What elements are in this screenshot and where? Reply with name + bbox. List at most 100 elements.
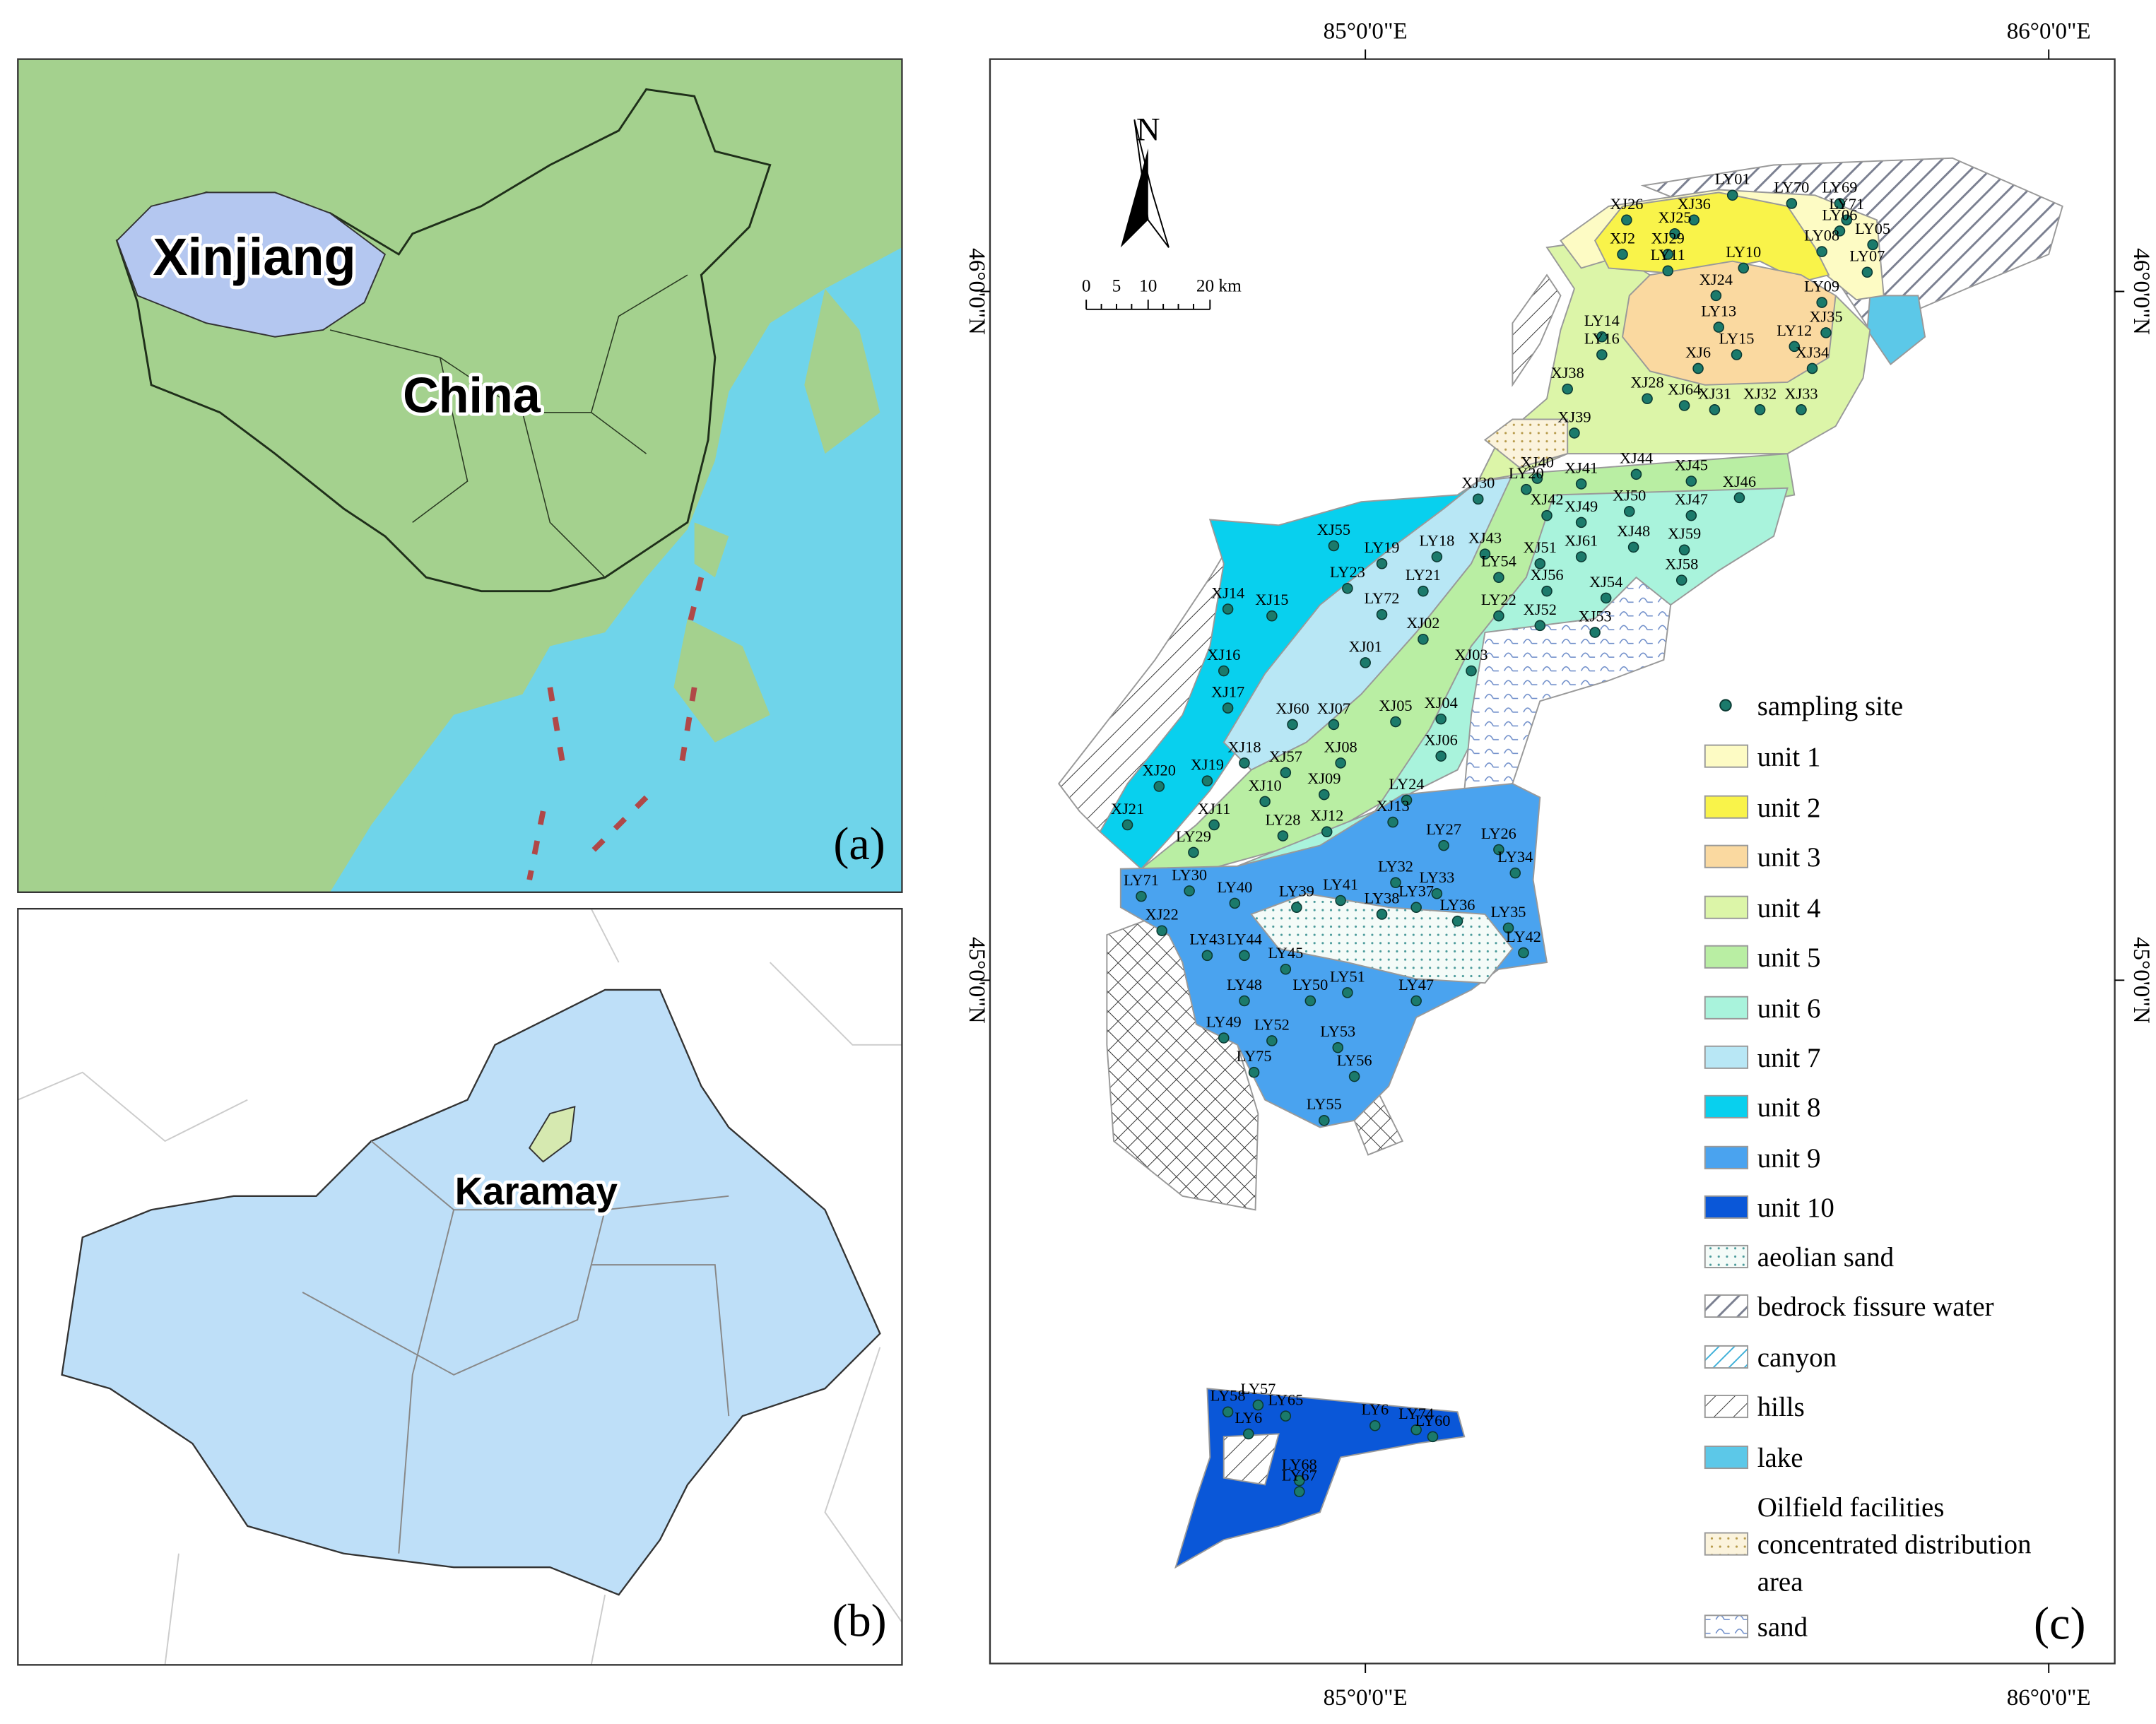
sampling-site [1410,1424,1422,1436]
frame [17,58,903,893]
site-label: LY65 [1268,1391,1303,1409]
scale-label: 5 [1112,276,1121,296]
sampling-site [1229,897,1241,909]
scale-label: 10 [1139,276,1157,296]
sampling-site [1623,506,1635,517]
sampling-site [1541,509,1553,521]
panel-b: Karamay (b) [17,907,903,1666]
lon-label: 86°0'0"E [2007,18,2091,44]
sampling-site [1575,478,1587,490]
north-arrow [1120,148,1148,248]
sampling-site [1786,198,1798,209]
lake [1866,295,1926,366]
legend-swatch [1704,744,1749,768]
site-label: XJ16 [1207,646,1240,663]
sampling-site [1390,716,1401,728]
sampling-site [1521,483,1532,495]
site-label: LY45 [1268,944,1303,962]
sampling-site [1360,657,1371,668]
sampling-site [1738,262,1750,274]
site-label: LY34 [1497,848,1533,866]
sampling-site [1562,383,1573,395]
sampling-site [1319,789,1330,801]
site-label: LY42 [1506,928,1541,945]
site-label: XJ29 [1651,229,1685,247]
sampling-site [1293,1475,1305,1487]
sampling-site [1789,341,1801,353]
sampling-site [1291,902,1302,913]
sampling-site [1575,551,1587,562]
sampling-site [1153,781,1165,792]
site-label: LY47 [1398,976,1434,993]
legend-swatch [1704,1145,1749,1169]
sampling-site [1600,592,1612,604]
sampling-site [1410,995,1422,1007]
site-label: LY40 [1217,878,1252,896]
legend-label: unit 1 [1757,742,1821,772]
legend-label: bedrock fissure water [1757,1292,1994,1322]
sampling-site [1569,427,1580,439]
sampling-site [1675,574,1687,586]
site-label: LY39 [1279,882,1314,900]
site-label: XJ05 [1379,697,1412,714]
sampling-site [1726,189,1738,201]
site-label: LY24 [1389,775,1425,793]
site-label: LY56 [1337,1051,1372,1069]
legend-label: unit 3 [1757,842,1821,873]
site-label: XJ36 [1678,195,1711,213]
sampling-site [1280,963,1292,975]
sampling-site [1841,214,1852,226]
site-label: LY27 [1426,820,1461,838]
sampling-site [1304,995,1316,1007]
sampling-site [1376,557,1388,569]
oilfield-area [1483,418,1569,468]
scale-bar [1085,300,1211,310]
province-lines [329,274,688,578]
site-label: LY71 [1124,871,1159,889]
sampling-site [1431,551,1443,562]
panel-tag: (a) [833,818,885,870]
sampling-site [1709,404,1721,415]
sampling-site [1617,249,1628,260]
legend-label: unit 2 [1757,793,1821,823]
sampling-site [1218,1032,1230,1044]
sampling-site [1293,1486,1305,1497]
legend-label: area [1757,1566,1803,1597]
site-label: XJ46 [1723,473,1756,490]
site-label: LY14 [1584,312,1620,329]
sampling-site [1867,239,1878,251]
hills-area [1223,1433,1280,1486]
sampling-site [1731,349,1743,360]
sampling-site [1685,509,1697,521]
site-label: LY50 [1292,976,1328,993]
site-label: LY29 [1176,827,1211,845]
sampling-site [1342,987,1353,998]
frame [989,58,2116,1665]
sampling-site [1438,839,1449,851]
site-label: XJ56 [1530,566,1563,584]
site-label: XJ42 [1530,490,1563,508]
site-label: LY43 [1189,931,1225,948]
site-label: XJ20 [1143,761,1176,779]
sampling-site [1335,895,1346,907]
sampling-site [1534,557,1546,569]
sampling-site [1321,826,1333,837]
site-label: XJ09 [1307,769,1341,787]
sampling-site [1222,1406,1234,1418]
panel-tag: (c) [2034,1598,2085,1649]
sampling-site [1387,816,1398,828]
sampling-site [1662,265,1674,277]
sampling-site [1435,713,1447,725]
sampling-site [1688,214,1700,226]
site-label: LY6 [1361,1400,1389,1418]
site-label: LY33 [1419,868,1454,886]
karamay-label: Karamay [455,1169,618,1212]
sampling-site [1589,627,1601,638]
sampling-site [1466,665,1477,677]
sampling-site [1239,757,1250,769]
legend-swatch [1704,1345,1749,1369]
site-label: XJ25 [1658,208,1691,226]
site-label: LY54 [1481,553,1516,570]
site-label: XJ48 [1617,522,1650,540]
